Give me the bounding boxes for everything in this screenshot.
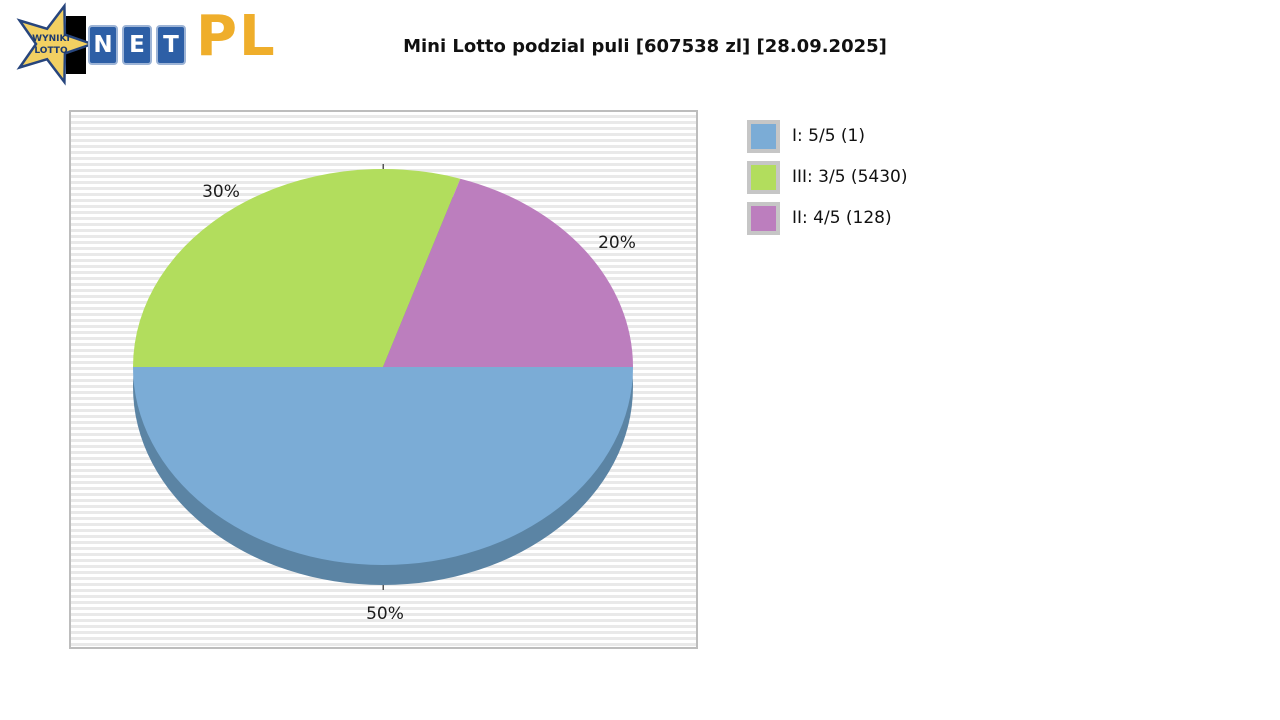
site-logo[interactable]: WYNIKI LOTTO N E T PL [8, 0, 278, 92]
legend-label-II: II: 4/5 (128) [792, 208, 892, 228]
legend-item-III: III: 3/5 (5430) [747, 161, 907, 194]
chart-legend: I: 5/5 (1) III: 3/5 (5430) II: 4/5 (128) [747, 120, 907, 243]
star-text-line2: LOTTO [34, 46, 68, 56]
pie-top-tick [382, 164, 384, 169]
legend-label-III: III: 3/5 (5430) [792, 167, 908, 187]
legend-swatch-III [747, 161, 780, 194]
pie-bottom-tick [382, 585, 384, 590]
chart-panel: 30% 20% 50% [69, 110, 698, 649]
logo-letter-t: T [156, 25, 186, 65]
star-text-line1: WYNIKI [32, 34, 70, 44]
pie-percent-label-I: 50% [366, 604, 404, 624]
star-shape [16, 2, 96, 86]
logo-pl-text: PL [196, 4, 277, 69]
legend-swatch-II [747, 202, 780, 235]
pie-percent-label-III: 30% [202, 182, 240, 202]
logo-letter-e: E [122, 25, 152, 65]
lotto-star-icon: WYNIKI LOTTO [16, 2, 96, 86]
legend-swatch-I [747, 120, 780, 153]
pie-slice-I [133, 367, 633, 565]
pie-slice-III [133, 168, 461, 367]
pie-chart [133, 164, 633, 590]
logo-letter-n: N [88, 25, 118, 65]
legend-label-I: I: 5/5 (1) [792, 126, 865, 146]
chart-title: Mini Lotto podzial puli [607538 zl] [28.… [403, 36, 887, 57]
legend-item-II: II: 4/5 (128) [747, 202, 907, 235]
pie-slice-II [383, 178, 633, 367]
pie-percent-label-II: 20% [598, 233, 636, 253]
logo-net-letters: N E T [88, 25, 186, 65]
legend-item-I: I: 5/5 (1) [747, 120, 907, 153]
